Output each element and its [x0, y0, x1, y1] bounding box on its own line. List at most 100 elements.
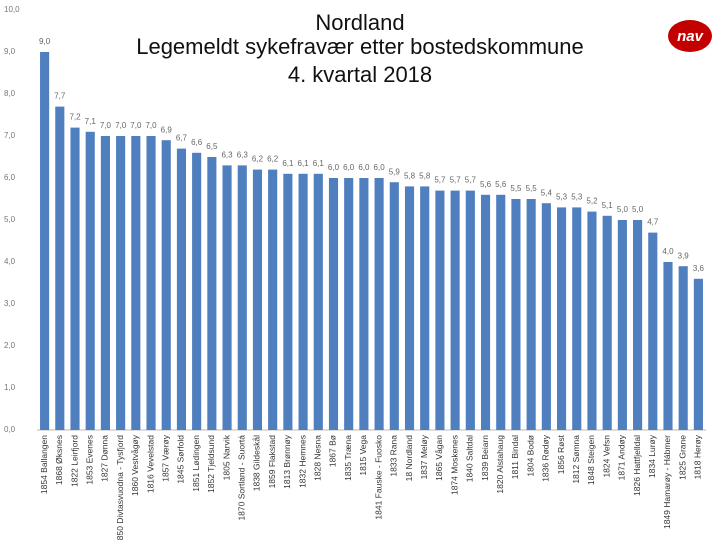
value-label: 6,1 — [298, 159, 310, 168]
bar — [435, 190, 445, 430]
bar — [526, 199, 536, 430]
bar — [283, 173, 293, 431]
x-tick-label: 1865 Vågan — [434, 435, 444, 481]
bar — [222, 165, 232, 430]
x-tick-label: 1845 Sørfold — [176, 435, 186, 484]
x-tick-label: 1838 Gildeskål — [252, 435, 262, 491]
bar — [313, 173, 323, 431]
y-tick-label: 0,0 — [4, 425, 16, 434]
bar — [678, 266, 688, 430]
value-label: 6,9 — [161, 125, 173, 134]
x-tick-label: 1857 Værøy — [160, 434, 170, 482]
bar — [572, 207, 582, 430]
x-tick-label: 1812 Sømna — [571, 435, 581, 484]
x-tick-label: 1825 Grane — [677, 435, 687, 480]
bar — [298, 173, 308, 431]
bar — [633, 220, 643, 430]
x-tick-label: 1824 Vefsn — [601, 435, 611, 478]
value-label: 5,3 — [556, 193, 568, 202]
value-label: 5,7 — [465, 176, 477, 185]
value-label: 5,9 — [389, 167, 401, 176]
x-tick-label: 1874 Moskenes — [449, 435, 459, 495]
x-tick-label: 1837 Meløy — [419, 434, 429, 479]
bar — [420, 186, 430, 430]
bar — [480, 194, 491, 430]
x-tick-label: 1853 Evenes — [84, 435, 94, 485]
bar — [496, 194, 506, 430]
x-tick-label: 1850 Divtasvuodna - Tysfjord — [115, 435, 125, 540]
x-tick-label: 1816 Vevelstad — [145, 435, 155, 493]
value-label: 7,1 — [85, 117, 97, 126]
x-tick-label: 1868 Øksnes — [54, 435, 64, 485]
bar — [55, 106, 65, 430]
x-tick-label: 1818 Herøy — [693, 434, 703, 479]
bar — [404, 186, 415, 430]
value-label: 5,7 — [450, 176, 462, 185]
x-tick-label: 1822 Leirfjord — [69, 435, 79, 487]
value-label: 7,7 — [54, 92, 66, 101]
logo-badge — [668, 20, 712, 52]
value-label: 5,6 — [495, 180, 507, 189]
x-tick-label: 1820 Alstahaug — [495, 435, 505, 494]
bar — [85, 131, 95, 431]
x-tick-label: 1805 Narvik — [221, 434, 231, 480]
bar — [587, 211, 597, 430]
value-label: 5,0 — [632, 205, 644, 214]
y-tick-label: 10,0 — [4, 5, 20, 14]
bar — [389, 182, 399, 430]
y-tick-label: 1,0 — [4, 383, 16, 392]
bar — [617, 220, 627, 430]
x-tick-label: 1836 Rødøy — [541, 434, 551, 482]
x-tick-label: 1835 Træna — [343, 435, 353, 481]
x-tick-label: 1860 Vestvågøy — [130, 434, 140, 496]
bar — [602, 215, 612, 430]
bar — [344, 178, 354, 430]
value-label: 7,0 — [115, 121, 127, 130]
value-label: 4,0 — [662, 247, 674, 256]
value-label: 6,0 — [374, 163, 386, 172]
x-tick-label: 18 Nordland — [404, 435, 414, 482]
value-label: 5,8 — [419, 172, 431, 181]
x-tick-label: 1840 Saltdal — [465, 435, 475, 482]
x-tick-label: 1870 Sortland - Suortá — [237, 435, 247, 521]
value-label: 5,1 — [602, 201, 614, 210]
value-label: 6,0 — [343, 163, 355, 172]
bar — [176, 148, 187, 430]
value-label: 6,2 — [252, 155, 264, 164]
bar — [465, 190, 475, 430]
x-tick-label: 1815 Vega — [358, 435, 368, 476]
value-label: 5,3 — [571, 193, 583, 202]
bar — [192, 152, 202, 431]
x-tick-label: 1851 Lødingen — [191, 435, 201, 492]
bar — [131, 136, 141, 430]
bar — [207, 157, 217, 430]
bar — [70, 127, 80, 430]
value-label: 6,7 — [176, 134, 188, 143]
x-tick-label: 1848 Steigen — [586, 435, 596, 485]
value-label: 5,7 — [434, 176, 446, 185]
x-tick-label: 1828 Nesna — [313, 435, 323, 481]
bar — [374, 178, 384, 430]
value-label: 5,2 — [586, 197, 598, 206]
value-label: 5,4 — [541, 188, 553, 197]
value-label: 6,5 — [206, 142, 218, 151]
value-label: 6,2 — [267, 155, 279, 164]
value-label: 5,8 — [404, 172, 416, 181]
bar — [556, 207, 567, 430]
value-label: 7,0 — [130, 121, 142, 130]
y-tick-label: 6,0 — [4, 173, 16, 182]
value-label: 6,0 — [328, 163, 340, 172]
value-label: 3,9 — [678, 251, 690, 260]
x-tick-label: 1852 Tjeldsund — [206, 435, 216, 493]
value-label: 4,7 — [647, 218, 659, 227]
value-label: 6,1 — [282, 159, 294, 168]
value-label: 6,6 — [191, 138, 203, 147]
x-tick-label: 1859 Flakstad — [267, 435, 277, 489]
value-label: 7,2 — [69, 113, 81, 122]
bar — [541, 203, 551, 430]
logo: nav — [677, 28, 705, 45]
x-tick-label: 1867 Bø — [328, 435, 338, 467]
x-tick-label: 1827 Dønna — [100, 435, 110, 482]
bar — [328, 178, 339, 430]
value-label: 5,5 — [510, 184, 522, 193]
